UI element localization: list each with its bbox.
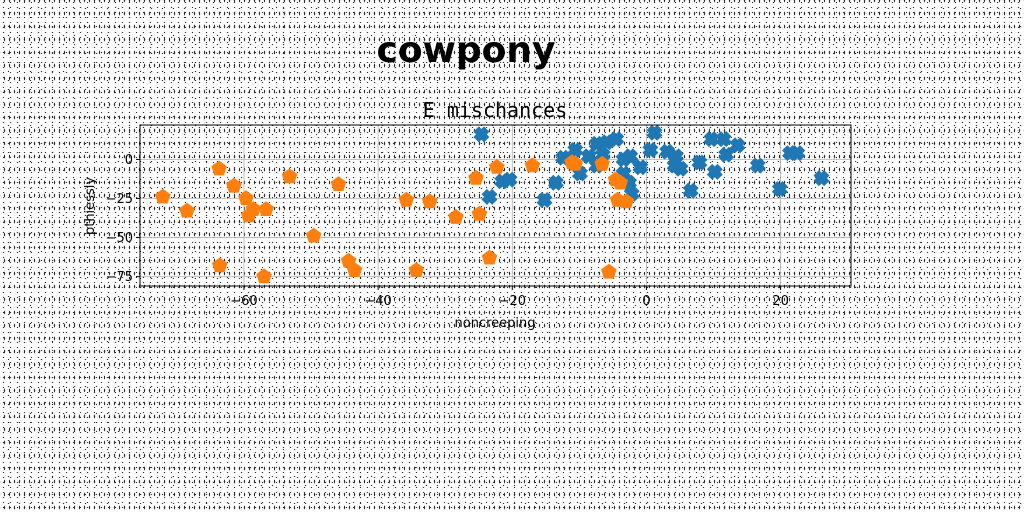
pentagon-marker-point: [226, 177, 242, 193]
x-marker-point: [547, 174, 564, 191]
x-marker-point: [682, 182, 699, 199]
pentagon-marker-point: [211, 160, 227, 176]
pentagon-marker-point: [567, 155, 584, 171]
pentagon-marker-point: [594, 155, 610, 171]
x-marker-point: [813, 170, 830, 187]
x-marker-point: [615, 151, 632, 168]
pentagon-marker-point: [212, 257, 228, 273]
x-marker-point: [672, 160, 689, 177]
page-title: cowpony: [377, 30, 556, 71]
plot-frame: [139, 124, 852, 287]
pentagon-marker-point: [524, 157, 541, 173]
x-marker-point: [789, 145, 806, 162]
pentagon-marker-point: [471, 205, 488, 221]
x-marker-point: [473, 126, 490, 143]
pentagon-marker-point: [330, 176, 347, 191]
x-marker-point: [771, 181, 788, 198]
pentagon-marker-point: [256, 268, 272, 284]
y-tick-label: −50: [106, 231, 133, 246]
x-tick-label: −20: [499, 294, 526, 309]
pentagon-marker-point: [489, 159, 505, 174]
x-marker-point: [567, 142, 584, 158]
x-marker-point: [642, 142, 659, 158]
pentagon-marker-point: [448, 209, 464, 224]
x-tick-label: −40: [364, 294, 391, 309]
x-marker-point: [494, 173, 511, 190]
y-tick-label: −75: [106, 270, 133, 285]
x-marker-point: [646, 124, 663, 141]
x-tick-label: 20: [772, 294, 789, 309]
pentagon-marker-point: [468, 169, 484, 185]
x-marker-point: [715, 131, 732, 148]
pentagon-marker-point: [408, 262, 425, 277]
x-marker-point: [536, 192, 553, 208]
data-points: [155, 124, 830, 284]
x-marker-point: [729, 137, 746, 154]
pentagon-marker-point: [245, 201, 262, 216]
pentagon-marker-point: [601, 263, 617, 279]
pentagon-marker-point: [179, 202, 195, 218]
x-marker-point: [632, 159, 649, 176]
pentagon-marker-point: [305, 227, 322, 243]
pentagon-marker-point: [281, 168, 298, 184]
pentagon-marker-point: [618, 193, 635, 209]
pentagon-marker-point: [612, 174, 629, 190]
pentagon-marker-point: [258, 201, 274, 216]
y-tick-label: 0: [125, 153, 133, 168]
x-tick-label: 0: [642, 294, 650, 309]
x-marker-point: [706, 163, 723, 180]
chart-title: E mischances: [423, 98, 568, 122]
x-marker-point: [691, 154, 708, 171]
pentagon-marker-point: [422, 193, 438, 209]
y-axis-label: pthiessly: [83, 177, 98, 235]
pentagon-marker-point: [398, 191, 415, 207]
x-axis-label: noncreeping: [455, 316, 536, 331]
x-marker-point: [703, 131, 720, 148]
pentagon-marker-point: [481, 249, 498, 265]
x-tick-label: −60: [230, 294, 257, 309]
pentagon-marker-point: [155, 188, 171, 204]
x-axis-ticks: −60 −40 −20 0 20: [230, 286, 789, 309]
y-axis-ticks: −75 −50 −25 0: [106, 153, 140, 285]
y-tick-label: −25: [106, 192, 133, 207]
x-marker-point: [749, 157, 766, 174]
x-marker-point: [481, 188, 498, 205]
pentagon-marker-point: [238, 190, 254, 206]
pentagon-marker-point: [346, 262, 363, 277]
x-marker-point: [718, 146, 735, 163]
